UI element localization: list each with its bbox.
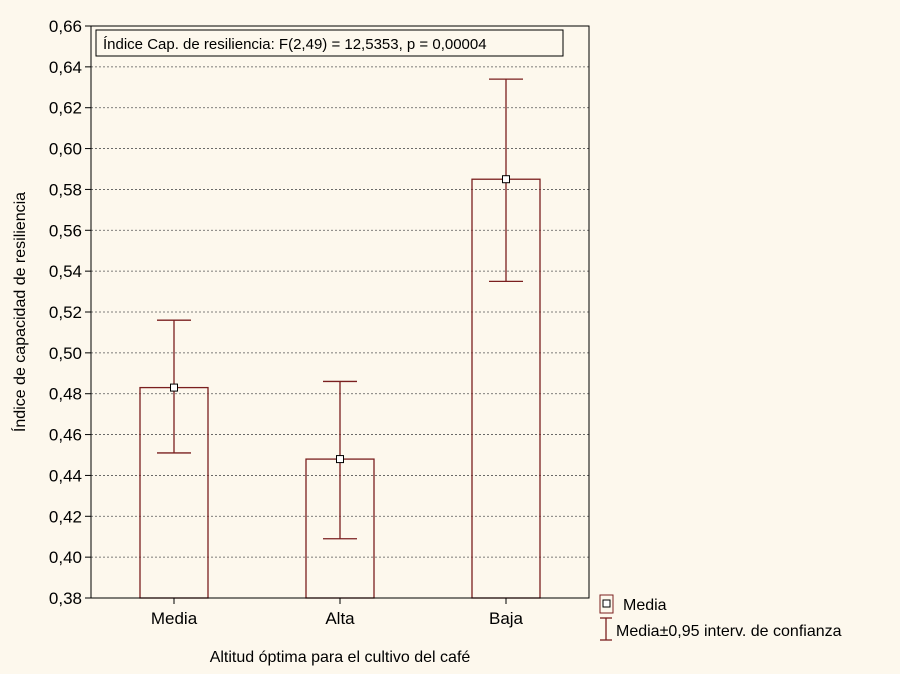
mean-markers (170, 175, 510, 464)
y-tick-label: 0,44 (49, 466, 82, 485)
y-tick-label: 0,60 (49, 140, 82, 159)
mean-marker-baja (502, 175, 510, 184)
y-tick-label: 0,40 (49, 548, 82, 567)
x-tick-label-baja: Baja (489, 609, 524, 628)
y-tick-label: 0,50 (49, 344, 82, 363)
y-tick-label: 0,58 (49, 180, 82, 199)
y-axis-title: Índice de capacidad de resiliencia (10, 192, 29, 432)
y-tick-label: 0,62 (49, 99, 82, 118)
y-tick-label: 0,54 (49, 262, 82, 281)
legend-label-ci: Media±0,95 interv. de confianza (616, 623, 842, 640)
annotation-text: Índice Cap. de resiliencia: F(2,49) = 12… (103, 36, 487, 53)
y-axis-ticks: 0,38 0,40 0,42 0,44 0,46 0,48 0,50 0,52 0,54 0,56… (49, 17, 91, 608)
annotation-box: Índice Cap. de resiliencia: F(2,49) = 12… (95, 29, 564, 57)
x-axis-title: Altitud óptima para el cultivo del café (210, 649, 471, 666)
y-tick-label: 0,46 (49, 426, 82, 445)
y-tick-label: 0,38 (49, 589, 82, 608)
mean-marker-alta (336, 455, 344, 464)
y-tick-label: 0,48 (49, 385, 82, 404)
legend-item-mean: Media (599, 594, 667, 614)
y-tick-label: 0,56 (49, 221, 82, 240)
legend-mean-marker-inner (602, 599, 611, 608)
x-tick-label-media: Media (151, 609, 198, 628)
y-tick-label: 0,66 (49, 17, 82, 36)
x-axis-ticks: Media Alta Baja (151, 598, 524, 628)
y-tick-label: 0,42 (49, 507, 82, 526)
legend-label-mean: Media (623, 597, 667, 614)
y-tick-label: 0,52 (49, 303, 82, 322)
y-tick-label: 0,64 (49, 58, 82, 77)
x-tick-label-alta: Alta (325, 609, 355, 628)
legend: Media Media±0,95 interv. de confianza (599, 594, 842, 641)
legend-item-ci: Media±0,95 interv. de confianza (600, 617, 842, 641)
mean-marker-media (170, 383, 178, 392)
